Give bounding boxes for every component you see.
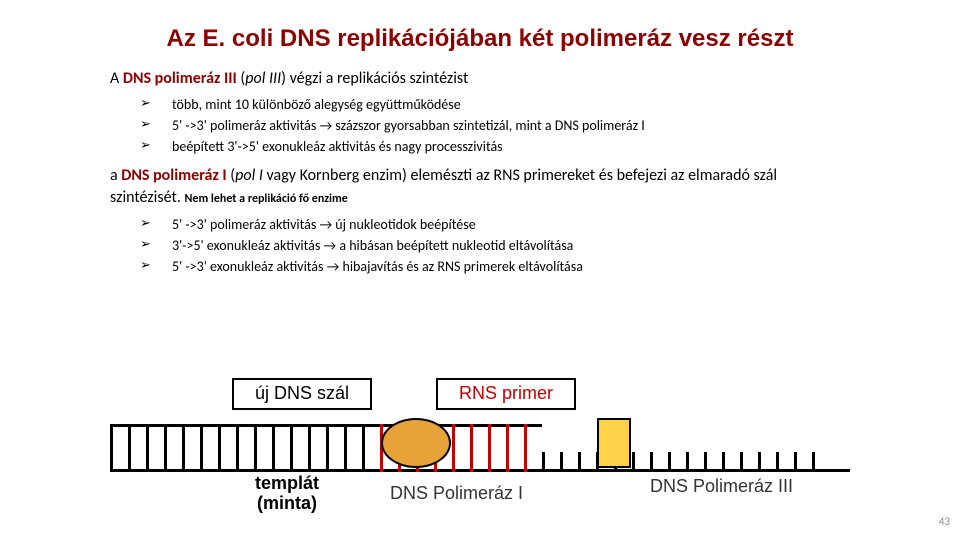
base-tick [146,424,149,472]
bullet-item: 5' ->3' exonukleáz aktivitás → hibajavít… [140,258,960,275]
base-tick [236,424,239,472]
base-tick [272,424,275,472]
base-tick [704,452,707,472]
intro1-it: pol III [245,69,281,88]
pol3-enzyme-icon [597,418,631,468]
base-tick [812,452,815,472]
dna-diagram: új DNS szál RNS primer templát (minta) D… [110,378,870,518]
base-tick [686,452,689,472]
intro2-b: ( [227,166,235,185]
pol1-enzyme-icon [381,418,451,468]
base-tick [578,452,581,472]
base-tick [200,424,203,472]
dna-track [110,424,850,472]
intro1-c: ) végzi a replikációs szintézist [281,69,468,88]
intro-pol3: A DNS polimeráz III (pol III) végzi a re… [110,69,960,88]
base-tick [470,424,473,472]
intro1-hl: DNS polimeráz III [123,69,237,88]
base-tick [488,424,491,472]
intro2-a: a [110,166,121,185]
slide-title: Az E. coli DNS replikációjában két polim… [0,0,960,63]
base-tick [182,424,185,472]
bullet-item: 3'->5' exonukleáz aktivitás → a hibásan … [140,237,960,254]
base-tick [740,452,743,472]
base-tick [308,424,311,472]
base-tick [254,424,257,472]
base-tick [632,452,635,472]
base-tick [758,452,761,472]
intro2-it: pol I [235,166,263,185]
bullet-item: több, mint 10 különböző alegység együttm… [140,96,960,113]
intro1-a: A [110,69,123,88]
base-tick [362,424,365,472]
bullets-pol3: több, mint 10 különböző alegység együttm… [140,96,960,155]
page-number: 43 [939,515,950,528]
base-tick [506,424,509,472]
base-tick [650,452,653,472]
pol1-label: DNS Polimeráz I [390,483,523,504]
base-tick [776,452,779,472]
bullet-item: 5' ->3' polimeráz aktivitás → új nukleot… [140,216,960,233]
base-tick [218,424,221,472]
base-tick [722,452,725,472]
base-tick [110,424,113,472]
intro1-b: ( [237,69,245,88]
pol3-label: DNS Polimeráz III [650,476,793,497]
rns-primer-label: RNS primer [436,378,576,410]
base-tick [128,424,131,472]
base-tick [542,452,545,472]
base-tick [524,424,527,472]
base-tick [344,424,347,472]
bullet-item: beépített 3'->5' exonukleáz aktivitás és… [140,138,960,155]
intro2-hl: DNS polimeráz I [121,166,226,185]
base-tick [164,424,167,472]
base-tick [290,424,293,472]
bullets-pol1: 5' ->3' polimeráz aktivitás → új nukleot… [140,216,960,275]
base-tick [668,452,671,472]
base-tick [326,424,329,472]
base-tick [794,452,797,472]
new-dna-label: új DNS szál [232,378,372,410]
template-strand-line [110,469,850,472]
base-tick [560,452,563,472]
base-tick [452,424,455,472]
bullet-item: 5' ->3' polimeráz aktivitás → százszor g… [140,117,960,134]
intro2-small: Nem lehet a replikáció fő enzime [185,192,348,206]
template-label: templát (minta) [232,474,342,514]
intro-pol1: a DNS polimeráz I (pol I vagy Kornberg e… [110,165,840,208]
